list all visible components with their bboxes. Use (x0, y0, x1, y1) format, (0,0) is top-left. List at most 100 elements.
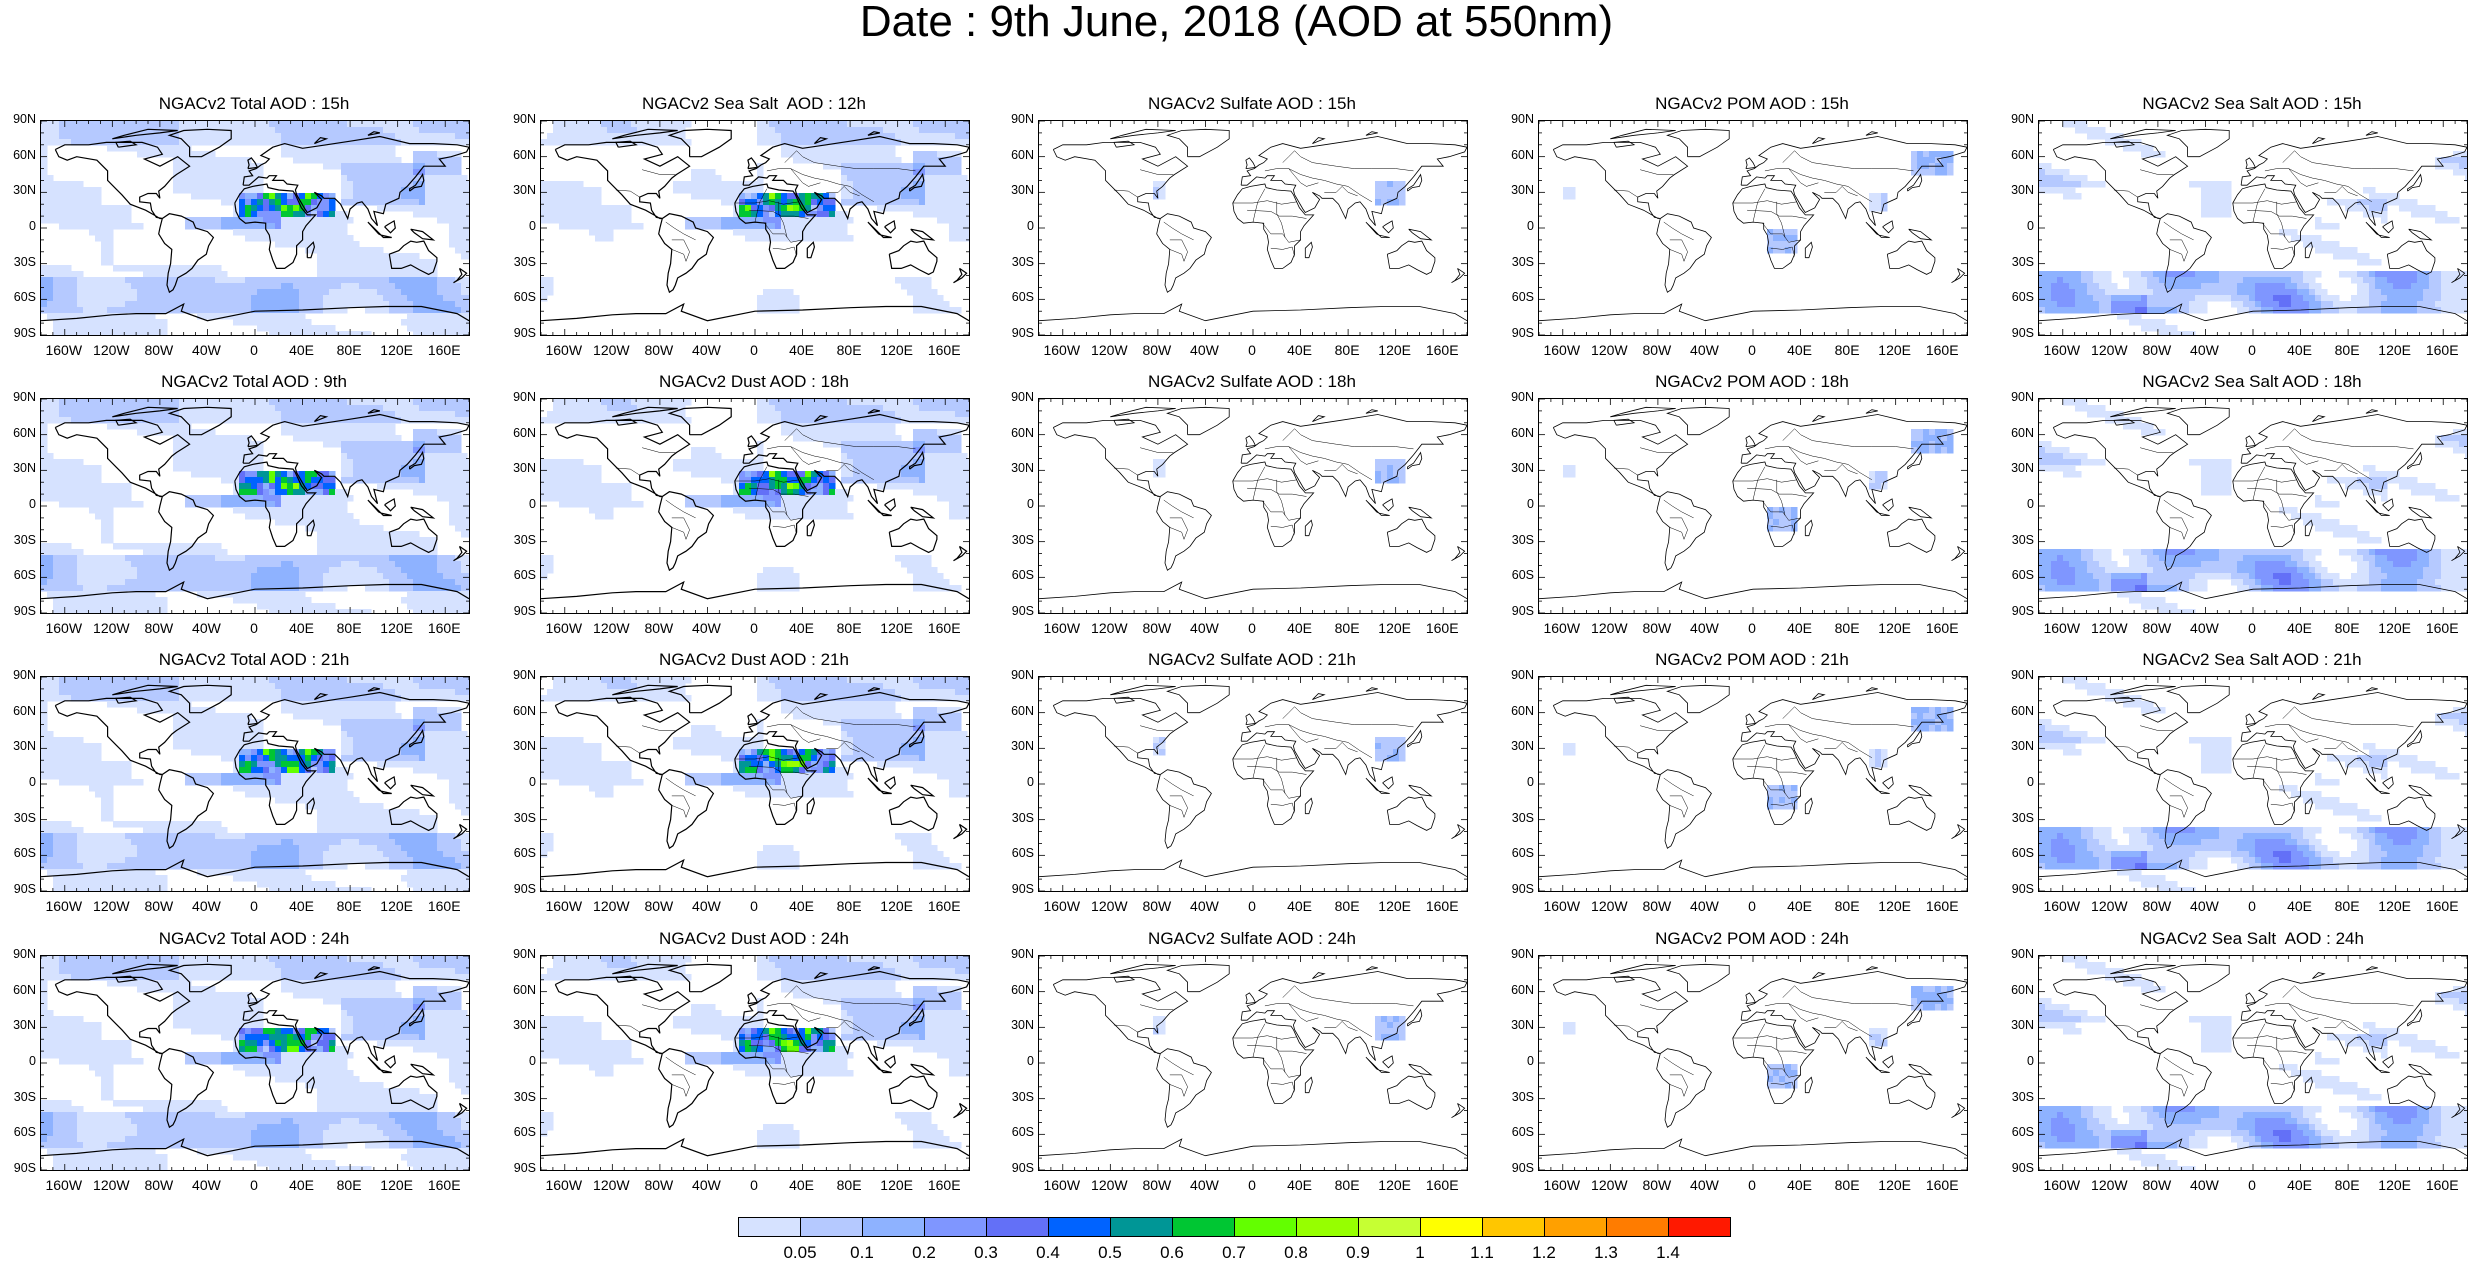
lat-tick-label: 30S (2004, 1090, 2034, 1104)
lon-tick-label: 0 (2230, 1177, 2274, 1193)
lat-tick-label: 30N (1504, 461, 1534, 475)
lon-tick-label: 40E (1778, 342, 1822, 358)
lat-tick-label: 90S (1004, 882, 1034, 896)
panel-title: NGACv2 Total AOD : 21h (40, 650, 468, 670)
lat-tick-label: 30N (1004, 1018, 1034, 1032)
lon-tick-label: 160W (1540, 1177, 1584, 1193)
aod-shading (1153, 1016, 1406, 1041)
lon-tick-label: 120W (1587, 1177, 1631, 1193)
lon-tick-label: 40W (1682, 620, 1726, 636)
lon-tick-label: 0 (232, 342, 276, 358)
colorbar-level-label: 1.2 (1519, 1243, 1569, 1263)
lon-tick-label: 160W (42, 620, 86, 636)
lon-tick-label: 40W (2182, 342, 2226, 358)
lon-tick-label: 120E (875, 342, 919, 358)
lon-tick-label: 120E (375, 620, 419, 636)
coastlines (1039, 685, 1467, 876)
lon-tick-label: 120W (89, 898, 133, 914)
aod-map (41, 121, 469, 335)
colorbar-level-label: 0.4 (1023, 1243, 1073, 1263)
lat-tick-label: 90S (2004, 326, 2034, 340)
colorbar-level-label: 0.8 (1271, 1243, 1321, 1263)
aod-map (541, 121, 969, 335)
lat-tick-label: 30N (1504, 739, 1534, 753)
lon-tick-label: 120W (89, 620, 133, 636)
lat-tick-label: 60N (2004, 704, 2034, 718)
map-frame (1038, 120, 1468, 336)
lon-tick-label: 40W (184, 898, 228, 914)
lon-tick-label: 120W (2087, 898, 2131, 914)
lat-tick-label: 60S (1004, 846, 1034, 860)
lon-tick-label: 120E (875, 620, 919, 636)
lat-tick-label: 90N (1504, 390, 1534, 404)
coastlines (1039, 964, 1467, 1155)
lat-tick-label: 60S (1504, 568, 1534, 582)
lon-tick-label: 40E (1278, 898, 1322, 914)
map-frame (1038, 398, 1468, 614)
lon-tick-label: 80W (137, 342, 181, 358)
aod-shading (2039, 399, 2467, 613)
lat-tick-label: 90N (1004, 390, 1034, 404)
lon-tick-label: 40W (1182, 342, 1226, 358)
lat-tick-label: 30N (2004, 183, 2034, 197)
lat-tick-label: 90N (506, 668, 536, 682)
colorbar-swatch (1482, 1217, 1545, 1237)
lat-tick-label: 60N (1504, 704, 1534, 718)
aod-shading (541, 956, 969, 1149)
aod-map (541, 399, 969, 613)
lat-tick-label: 30N (2004, 461, 2034, 475)
lat-tick-label: 30N (506, 739, 536, 753)
lon-tick-label: 120W (2087, 342, 2131, 358)
lat-tick-label: 60S (2004, 846, 2034, 860)
lat-tick-label: 0 (1004, 497, 1034, 511)
lat-tick-label: 30N (506, 461, 536, 475)
lat-tick-label: 60S (506, 1125, 536, 1139)
lat-tick-label: 0 (506, 219, 536, 233)
lon-tick-label: 80E (1825, 342, 1869, 358)
lon-tick-label: 0 (232, 620, 276, 636)
lat-tick-label: 60S (506, 846, 536, 860)
lat-tick-label: 90S (6, 326, 36, 340)
aod-map (1039, 956, 1467, 1170)
lat-tick-label: 30S (6, 811, 36, 825)
lon-tick-label: 40W (1682, 898, 1726, 914)
lon-tick-label: 160E (922, 898, 966, 914)
lat-tick-label: 60N (1504, 983, 1534, 997)
lon-tick-label: 40W (684, 1177, 728, 1193)
lon-tick-label: 0 (732, 1177, 776, 1193)
colorbar-swatch (1668, 1217, 1731, 1237)
lon-tick-label: 80E (1325, 898, 1369, 914)
lat-tick-label: 60S (6, 846, 36, 860)
lon-tick-label: 40W (2182, 1177, 2226, 1193)
lat-tick-label: 60N (1004, 148, 1034, 162)
map-frame (1538, 120, 1968, 336)
lon-tick-label: 160E (422, 1177, 466, 1193)
lat-tick-label: 30N (1004, 739, 1034, 753)
colorbar-level-label: 0.05 (775, 1243, 825, 1263)
lon-tick-label: 80E (2325, 620, 2369, 636)
lat-tick-label: 30S (1504, 811, 1534, 825)
lat-tick-label: 90N (1504, 112, 1534, 126)
lat-tick-label: 60S (1004, 568, 1034, 582)
lon-tick-label: 40W (184, 342, 228, 358)
lon-tick-label: 120E (2373, 1177, 2417, 1193)
lon-tick-label: 80E (827, 620, 871, 636)
lon-tick-label: 0 (2230, 342, 2274, 358)
colorbar-level-label: 1.1 (1457, 1243, 1507, 1263)
lat-tick-label: 60S (1004, 290, 1034, 304)
lat-tick-label: 30N (506, 1018, 536, 1032)
lon-tick-label: 160W (1040, 620, 1084, 636)
lon-tick-label: 40E (780, 898, 824, 914)
lon-tick-label: 80E (2325, 898, 2369, 914)
panel-title: NGACv2 Dust AOD : 18h (540, 372, 968, 392)
lon-tick-label: 120W (589, 898, 633, 914)
lon-tick-label: 160W (2040, 1177, 2084, 1193)
lon-tick-label: 40E (1278, 342, 1322, 358)
lat-tick-label: 30S (1004, 255, 1034, 269)
map-frame (1538, 955, 1968, 1171)
